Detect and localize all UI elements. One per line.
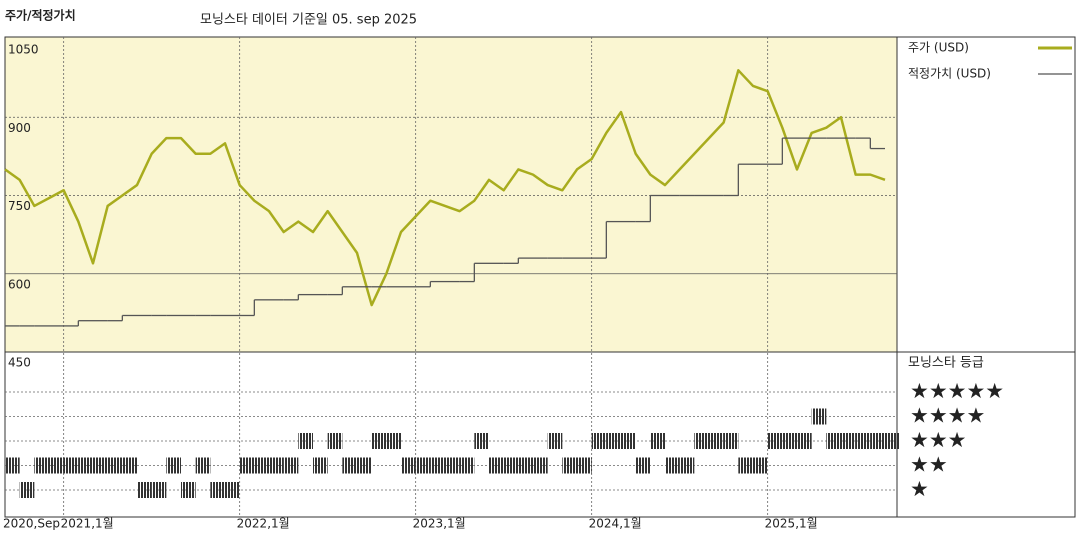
rating-bar bbox=[591, 433, 607, 449]
y-tick-label: 1050 bbox=[8, 43, 39, 57]
rating-bar bbox=[577, 457, 592, 474]
rating-bar bbox=[63, 457, 79, 474]
x-tick-label: 2023,1월 bbox=[413, 517, 466, 531]
rating-bar bbox=[635, 457, 651, 474]
y-tick-label: 750 bbox=[8, 199, 31, 213]
x-tick-label: 2024,1월 bbox=[589, 517, 642, 531]
rating-bar bbox=[621, 433, 636, 449]
rating-bar bbox=[650, 433, 665, 449]
rating-bar bbox=[34, 457, 49, 474]
y-tick-label: 450 bbox=[8, 356, 31, 370]
rating-bar bbox=[606, 433, 621, 449]
rating-bar bbox=[283, 457, 299, 474]
rating-bar bbox=[210, 482, 225, 498]
rating-bar bbox=[107, 457, 123, 474]
rating-bar bbox=[694, 433, 709, 449]
rating-bar bbox=[753, 457, 768, 474]
rating-bar bbox=[459, 457, 475, 474]
rating-bar bbox=[489, 457, 504, 474]
rating-bar bbox=[151, 482, 167, 498]
rating-bar bbox=[401, 457, 416, 474]
rating-bar bbox=[327, 433, 343, 449]
rating-bar bbox=[870, 433, 885, 449]
rating-bar bbox=[474, 433, 489, 449]
rating-bar bbox=[855, 433, 871, 449]
rating-bar bbox=[547, 433, 563, 449]
rating-bar bbox=[313, 457, 328, 474]
rating-label: ★★★ bbox=[910, 428, 966, 452]
x-tick-label: 2021,1월 bbox=[61, 517, 114, 531]
legend-label: 적정가치 (USD) bbox=[908, 67, 991, 81]
rating-bar bbox=[723, 433, 739, 449]
rating-bar bbox=[841, 433, 856, 449]
rating-bar bbox=[239, 457, 255, 474]
rating-bar bbox=[386, 433, 401, 449]
rating-bar bbox=[415, 457, 431, 474]
rating-bar bbox=[562, 457, 577, 474]
rating-bar bbox=[371, 433, 387, 449]
rating-bar bbox=[826, 433, 841, 449]
chart-subtitle: 모닝스타 데이터 기준일 05. sep 2025 bbox=[200, 13, 417, 28]
rating-label: ★★★★★ bbox=[910, 379, 1004, 403]
rating-bar bbox=[166, 457, 181, 474]
x-tick-label: 2022,1월 bbox=[237, 517, 290, 531]
rating-bar bbox=[269, 457, 284, 474]
rating-bar bbox=[181, 482, 196, 498]
frame bbox=[4, 36, 1076, 518]
rating-bar bbox=[357, 457, 372, 474]
rating-bar bbox=[797, 433, 812, 449]
rating-bar bbox=[49, 457, 64, 474]
rating-bar bbox=[738, 457, 753, 474]
rating-bar bbox=[5, 457, 20, 474]
rating-bar bbox=[298, 433, 313, 449]
rating-bar bbox=[503, 457, 519, 474]
rating-bar bbox=[811, 408, 827, 425]
rating-bar bbox=[254, 457, 269, 474]
rating-label: ★★★★ bbox=[910, 404, 985, 428]
rating-bar bbox=[767, 433, 783, 449]
rating-bar bbox=[445, 457, 460, 474]
rating-bar bbox=[137, 482, 152, 498]
y-tick-label: 600 bbox=[8, 277, 31, 291]
rating-bar bbox=[19, 482, 35, 498]
rating-bar bbox=[225, 482, 240, 498]
rating-bar bbox=[342, 457, 357, 474]
plot-background bbox=[5, 37, 897, 352]
rating-bar bbox=[679, 457, 695, 474]
rating-bar bbox=[782, 433, 797, 449]
rating-label: ★★ bbox=[910, 453, 948, 477]
rating-bar bbox=[430, 457, 445, 474]
rating-title: 모닝스타 등급 bbox=[908, 356, 984, 371]
rating-bar bbox=[78, 457, 93, 474]
rating-bar bbox=[885, 433, 900, 449]
rating-bar bbox=[122, 457, 137, 474]
rating-bar bbox=[195, 457, 211, 474]
y-tick-label: 900 bbox=[8, 121, 31, 135]
price-line bbox=[4, 69, 886, 307]
rating-bar bbox=[518, 457, 533, 474]
legend-label: 주가 (USD) bbox=[908, 41, 969, 55]
rating-bar bbox=[533, 457, 548, 474]
rating-label: ★ bbox=[910, 477, 929, 501]
rating-bar bbox=[665, 457, 680, 474]
x-tick-label: 2025,1월 bbox=[765, 517, 818, 531]
rating-bar bbox=[709, 433, 724, 449]
rating-bar bbox=[93, 457, 108, 474]
x-tick-label: 2020,Sep bbox=[3, 517, 60, 531]
chart-title: 주가/적정가치 bbox=[5, 8, 76, 23]
